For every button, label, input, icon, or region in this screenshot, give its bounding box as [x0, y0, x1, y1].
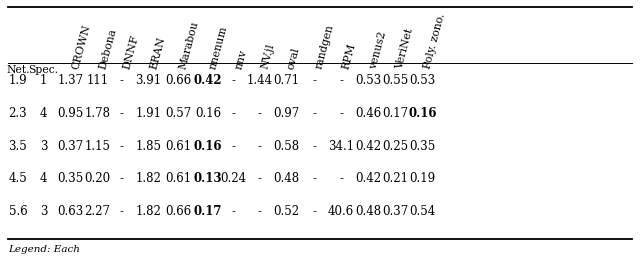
Text: 0.71: 0.71: [273, 74, 299, 87]
Text: 4.5: 4.5: [8, 172, 28, 185]
Text: Net.: Net.: [6, 65, 29, 75]
Text: Poly. zono.: Poly. zono.: [422, 13, 447, 70]
Text: randgen: randgen: [314, 24, 336, 70]
Text: -: -: [312, 74, 316, 87]
Text: 34.1: 34.1: [328, 140, 354, 153]
Text: -: -: [258, 107, 262, 120]
Text: 0.19: 0.19: [410, 172, 435, 185]
Text: 0.53: 0.53: [409, 74, 436, 87]
Text: ERAN: ERAN: [148, 35, 167, 70]
Text: 0.25: 0.25: [382, 140, 408, 153]
Text: nnenum: nnenum: [208, 25, 229, 70]
Text: oval: oval: [286, 46, 301, 70]
Text: -: -: [312, 140, 316, 153]
Text: 0.66: 0.66: [164, 74, 191, 87]
Text: -: -: [339, 172, 343, 185]
Text: nnv: nnv: [234, 49, 248, 70]
Text: 0.37: 0.37: [381, 205, 408, 218]
Text: VeriNet: VeriNet: [395, 27, 415, 70]
Text: 0.48: 0.48: [273, 172, 299, 185]
Text: 0.63: 0.63: [57, 205, 84, 218]
Text: 0.16: 0.16: [195, 107, 221, 120]
Text: NV.jl: NV.jl: [260, 43, 276, 70]
Text: 1.82: 1.82: [136, 205, 161, 218]
Text: 0.55: 0.55: [381, 74, 408, 87]
Text: 1.91: 1.91: [136, 107, 161, 120]
Text: 0.61: 0.61: [165, 140, 191, 153]
Text: -: -: [258, 140, 262, 153]
Text: -: -: [312, 205, 316, 218]
Text: -: -: [232, 140, 236, 153]
Text: 0.16: 0.16: [408, 107, 436, 120]
Text: 0.97: 0.97: [273, 107, 300, 120]
Text: 5.6: 5.6: [8, 205, 28, 218]
Text: 3.5: 3.5: [8, 140, 28, 153]
Text: 1.78: 1.78: [84, 107, 110, 120]
Text: 0.66: 0.66: [164, 205, 191, 218]
Text: -: -: [120, 172, 124, 185]
Text: 3: 3: [40, 140, 47, 153]
Text: RPM: RPM: [341, 42, 358, 70]
Text: Legend: Each: Legend: Each: [8, 246, 79, 254]
Text: 0.95: 0.95: [57, 107, 84, 120]
Text: 0.13: 0.13: [194, 172, 222, 185]
Text: 0.17: 0.17: [194, 205, 222, 218]
Text: -: -: [258, 205, 262, 218]
Text: -: -: [339, 107, 343, 120]
Text: 0.48: 0.48: [355, 205, 381, 218]
Text: 1: 1: [40, 74, 47, 87]
Text: 0.17: 0.17: [382, 107, 408, 120]
Text: 0.42: 0.42: [194, 74, 222, 87]
Text: 1.82: 1.82: [136, 172, 161, 185]
Text: Debona: Debona: [97, 27, 118, 70]
Text: 0.21: 0.21: [382, 172, 408, 185]
Text: 0.16: 0.16: [194, 140, 222, 153]
Text: 0.37: 0.37: [57, 140, 84, 153]
Text: -: -: [312, 107, 316, 120]
Text: DNNF: DNNF: [122, 34, 140, 70]
Text: -: -: [258, 172, 262, 185]
Text: -: -: [120, 107, 124, 120]
Text: -: -: [339, 74, 343, 87]
Text: 0.42: 0.42: [355, 172, 381, 185]
Text: 0.53: 0.53: [355, 74, 381, 87]
Text: 0.54: 0.54: [409, 205, 436, 218]
Text: -: -: [232, 107, 236, 120]
Text: -: -: [232, 205, 236, 218]
Text: 1.85: 1.85: [136, 140, 161, 153]
Text: 40.6: 40.6: [328, 205, 355, 218]
Text: 4: 4: [40, 172, 47, 185]
Text: Spec.: Spec.: [28, 65, 59, 75]
Text: 4: 4: [40, 107, 47, 120]
Text: -: -: [120, 205, 124, 218]
Text: 0.42: 0.42: [355, 140, 381, 153]
Text: 0.20: 0.20: [84, 172, 110, 185]
Text: -: -: [120, 140, 124, 153]
Text: 0.57: 0.57: [164, 107, 191, 120]
Text: CROWN: CROWN: [70, 23, 92, 70]
Text: venus2: venus2: [368, 30, 388, 70]
Text: 2.3: 2.3: [8, 107, 28, 120]
Text: 3: 3: [40, 205, 47, 218]
Text: -: -: [120, 74, 124, 87]
Text: Marabou: Marabou: [178, 20, 200, 70]
Text: 0.61: 0.61: [165, 172, 191, 185]
Text: 0.52: 0.52: [273, 205, 299, 218]
Text: -: -: [312, 172, 316, 185]
Text: 111: 111: [86, 74, 108, 87]
Text: 0.46: 0.46: [355, 107, 381, 120]
Text: 0.35: 0.35: [57, 172, 84, 185]
Text: 1.9: 1.9: [8, 74, 28, 87]
Text: 1.37: 1.37: [58, 74, 83, 87]
Text: -: -: [232, 74, 236, 87]
Text: 3.91: 3.91: [136, 74, 161, 87]
Text: 0.24: 0.24: [221, 172, 246, 185]
Text: 0.58: 0.58: [273, 140, 299, 153]
Text: 2.27: 2.27: [84, 205, 110, 218]
Text: 0.35: 0.35: [409, 140, 436, 153]
Text: 1.44: 1.44: [247, 74, 273, 87]
Text: 1.15: 1.15: [84, 140, 110, 153]
